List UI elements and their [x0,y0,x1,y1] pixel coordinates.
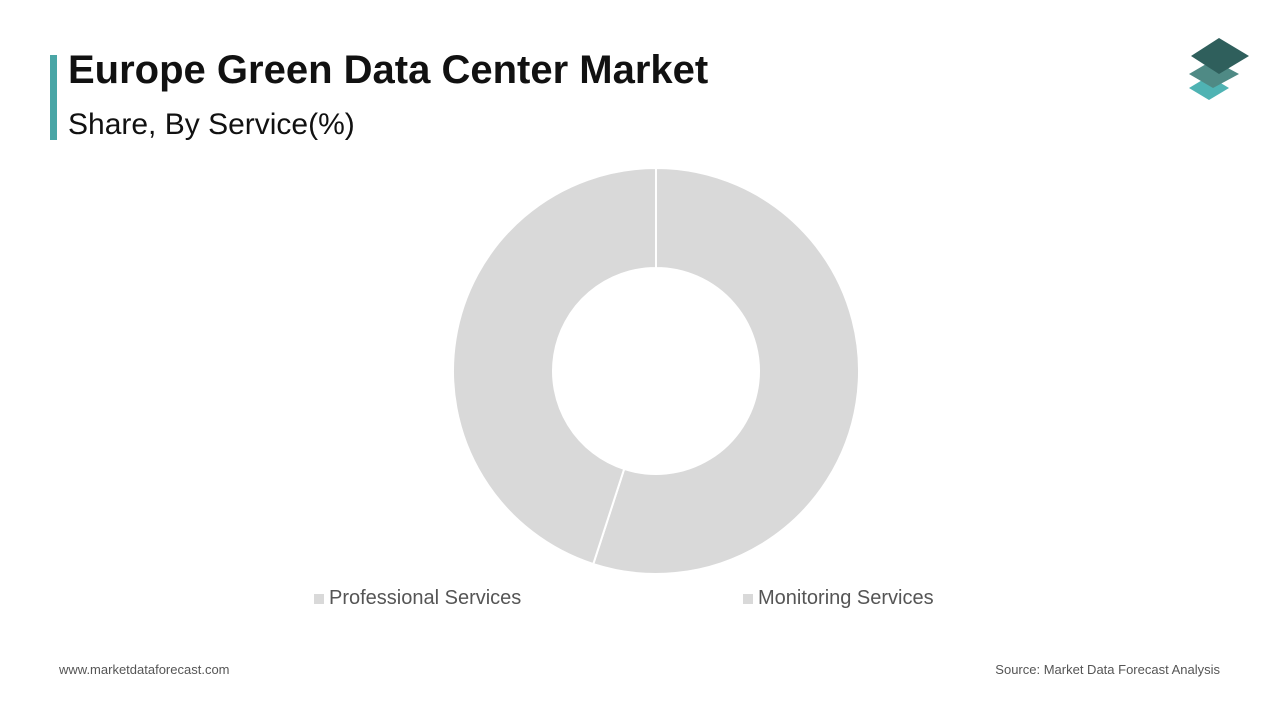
title-accent-bar [50,55,57,140]
footer-source: Source: Market Data Forecast Analysis [995,662,1220,677]
stacked-layers-icon [1189,38,1249,100]
logo-layer-middle [1189,60,1239,88]
legend-swatch [314,593,324,604]
page-title: Europe Green Data Center Market [68,48,709,92]
page-subtitle: Share, By Service(%) [68,108,355,141]
legend-item-monitoring-services: Monitoring Services [743,587,934,610]
legend-label: Professional Services [329,587,522,609]
legend-swatch [743,593,753,604]
donut-slice-professional-services [592,166,860,575]
chart-legend: Professional Services Monitoring Service… [0,587,1280,617]
logo-layer-top [1191,38,1249,74]
chart-slices [452,166,860,575]
donut-slice-monitoring-services [452,166,657,566]
footer-website: www.marketdataforecast.com [59,662,230,677]
legend-item-professional-services: Professional Services [314,587,521,610]
legend-label: Monitoring Services [758,587,934,609]
